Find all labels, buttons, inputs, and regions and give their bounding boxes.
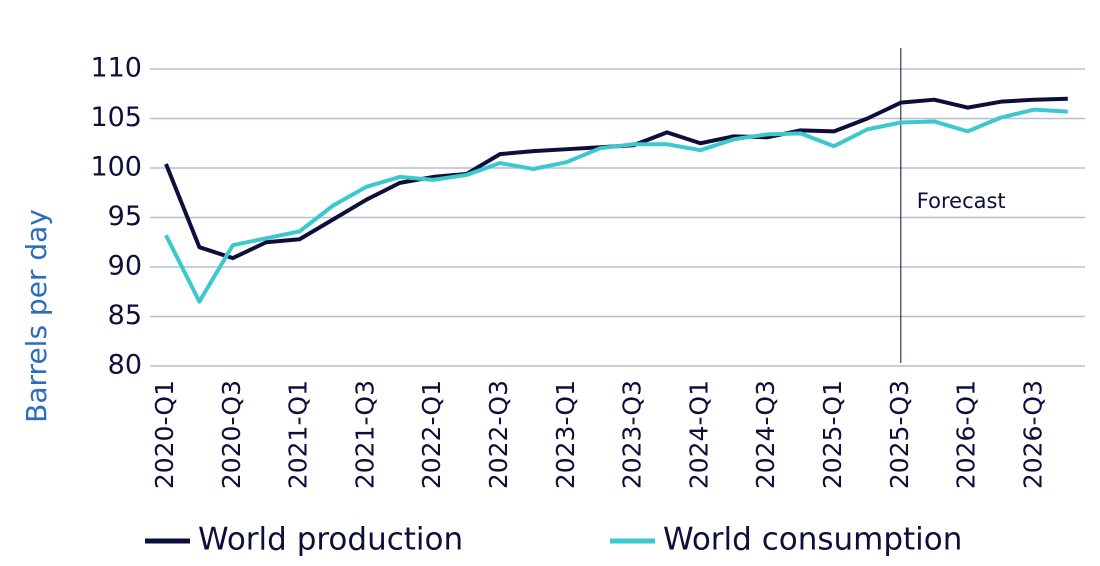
legend-label: World consumption — [663, 522, 962, 558]
y-tick-label: 85 — [108, 300, 142, 331]
y-tick-label: 95 — [108, 201, 142, 232]
y-axis-label: Barrels per day — [20, 209, 53, 423]
y-tick-label: 105 — [90, 102, 142, 133]
x-tick-label: 2024-Q1 — [684, 380, 713, 489]
x-tick-label: 2021-Q3 — [350, 380, 379, 489]
y-tick-label: 110 — [90, 53, 142, 84]
series-line — [164, 107, 1068, 304]
x-tick-label: 2026-Q3 — [1018, 380, 1047, 489]
x-tick-label: 2020-Q3 — [217, 380, 246, 489]
y-tick-label: 90 — [108, 251, 142, 282]
y-tick-label: 100 — [90, 152, 142, 183]
x-tick-label: 2022-Q3 — [484, 380, 513, 489]
annotation: Forecast — [917, 189, 1006, 213]
x-tick-label: 2020-Q1 — [150, 380, 179, 489]
x-tick-label: 2023-Q1 — [551, 380, 580, 489]
x-tick-label: 2025-Q1 — [818, 380, 847, 489]
legend-label: World production — [198, 522, 463, 558]
y-tick-label: 80 — [108, 350, 142, 381]
x-tick-label: 2023-Q3 — [618, 380, 647, 489]
x-tick-label: 2021-Q1 — [284, 380, 313, 489]
x-tick-label: 2026-Q1 — [952, 380, 981, 489]
x-tick-label: 2024-Q3 — [751, 380, 780, 489]
x-tick-label: 2025-Q3 — [885, 380, 914, 489]
x-tick-label: 2022-Q1 — [417, 380, 446, 489]
